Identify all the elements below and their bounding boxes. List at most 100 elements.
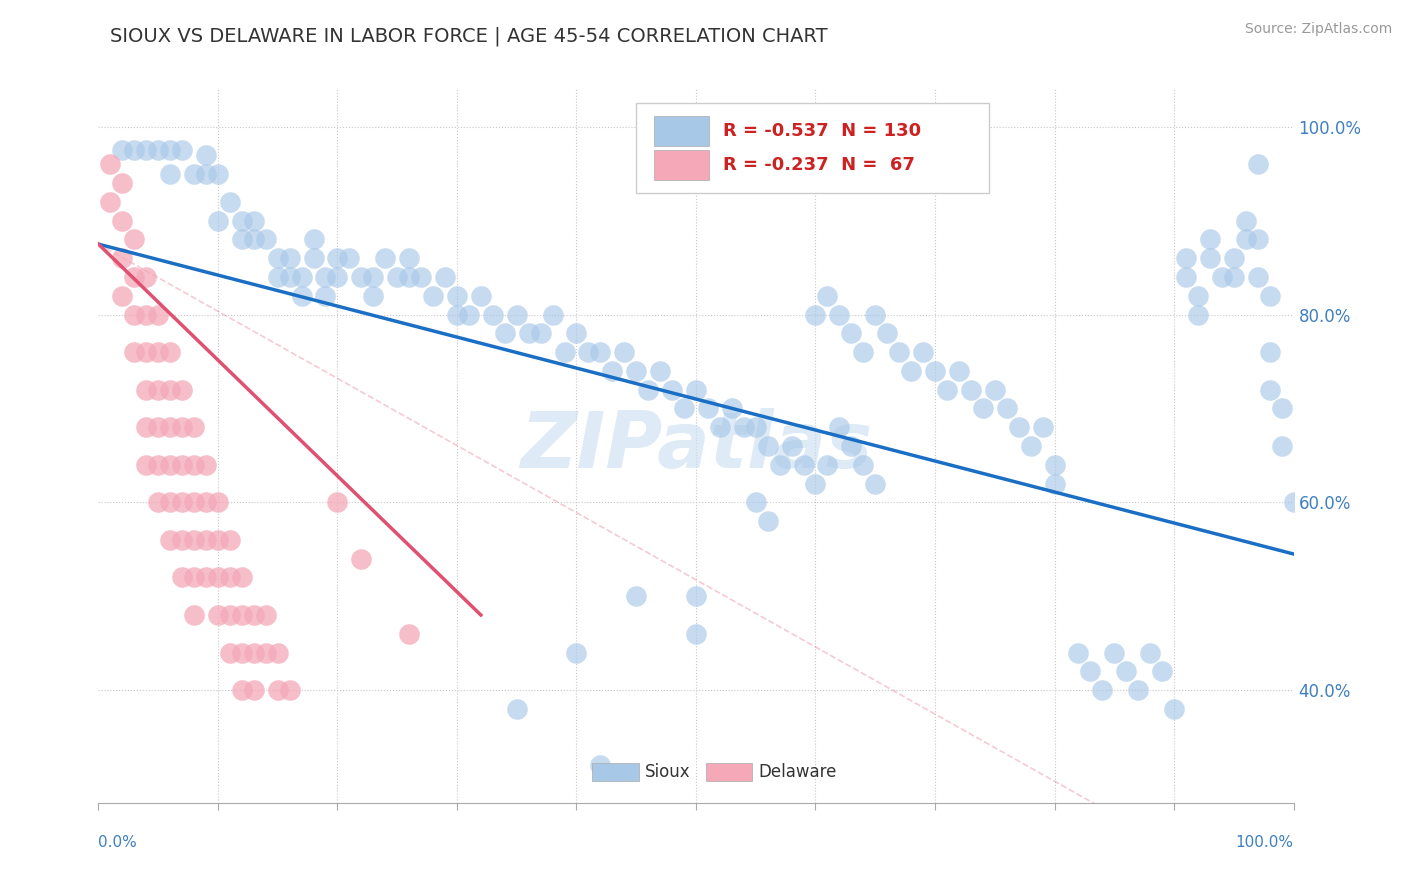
Point — [124, 345, 146, 359]
Point — [793, 458, 815, 472]
Point — [350, 551, 373, 566]
Point — [911, 345, 934, 359]
Point — [219, 646, 242, 660]
Point — [183, 458, 205, 472]
Point — [1258, 289, 1281, 303]
Point — [637, 383, 659, 397]
Point — [111, 143, 134, 157]
Point — [446, 308, 468, 322]
Point — [733, 420, 755, 434]
Point — [267, 251, 290, 265]
Point — [815, 289, 838, 303]
Point — [291, 289, 314, 303]
Point — [589, 345, 612, 359]
Point — [135, 308, 157, 322]
Point — [530, 326, 553, 341]
Point — [183, 533, 205, 547]
Point — [1128, 683, 1150, 698]
Text: Source: ZipAtlas.com: Source: ZipAtlas.com — [1244, 22, 1392, 37]
Point — [865, 476, 887, 491]
Point — [1067, 646, 1090, 660]
Point — [267, 683, 290, 698]
Point — [195, 533, 218, 547]
Point — [159, 167, 181, 181]
Point — [398, 251, 420, 265]
Point — [231, 570, 253, 584]
Point — [876, 326, 898, 341]
Point — [243, 232, 266, 246]
FancyBboxPatch shape — [592, 763, 638, 781]
Point — [135, 270, 157, 285]
Point — [302, 251, 325, 265]
Point — [243, 683, 266, 698]
Point — [972, 401, 994, 416]
Point — [172, 570, 194, 584]
Point — [326, 495, 349, 509]
Point — [506, 308, 529, 322]
Text: 100.0%: 100.0% — [1236, 835, 1294, 850]
FancyBboxPatch shape — [637, 103, 988, 193]
Point — [231, 232, 253, 246]
Point — [613, 345, 636, 359]
Point — [195, 167, 218, 181]
Point — [148, 143, 170, 157]
Point — [1043, 458, 1066, 472]
Point — [1104, 646, 1126, 660]
Point — [207, 607, 229, 622]
Point — [506, 702, 529, 716]
Point — [363, 289, 385, 303]
Point — [195, 148, 218, 162]
Point — [1187, 289, 1209, 303]
Point — [231, 213, 253, 227]
Point — [995, 401, 1018, 416]
Point — [111, 176, 134, 190]
Point — [1271, 439, 1294, 453]
Point — [458, 308, 481, 322]
Point — [219, 533, 242, 547]
Point — [98, 194, 122, 209]
Point — [984, 383, 1007, 397]
Point — [159, 458, 181, 472]
Point — [315, 289, 337, 303]
Point — [1234, 213, 1257, 227]
Point — [578, 345, 600, 359]
Point — [135, 420, 157, 434]
Point — [1175, 270, 1198, 285]
Point — [1199, 251, 1222, 265]
Text: Sioux: Sioux — [644, 764, 690, 781]
Point — [398, 627, 420, 641]
Point — [602, 364, 624, 378]
Point — [661, 383, 683, 397]
Point — [195, 458, 218, 472]
Point — [852, 345, 875, 359]
Point — [159, 495, 181, 509]
Point — [756, 439, 779, 453]
Point — [315, 270, 337, 285]
Point — [135, 458, 157, 472]
Point — [768, 458, 790, 472]
Point — [924, 364, 946, 378]
Point — [626, 589, 648, 603]
Point — [565, 326, 588, 341]
Point — [1175, 251, 1198, 265]
Point — [517, 326, 540, 341]
Point — [148, 495, 170, 509]
Point — [709, 420, 731, 434]
Point — [1247, 232, 1270, 246]
Point — [207, 213, 229, 227]
Point — [626, 364, 648, 378]
Point — [124, 143, 146, 157]
Point — [135, 383, 157, 397]
Point — [243, 646, 266, 660]
Point — [172, 383, 194, 397]
Point — [254, 646, 277, 660]
Point — [960, 383, 983, 397]
Point — [231, 607, 253, 622]
Point — [1019, 439, 1042, 453]
Point — [111, 289, 134, 303]
Text: R = -0.537  N = 130: R = -0.537 N = 130 — [724, 121, 921, 139]
Point — [195, 570, 218, 584]
Point — [565, 646, 588, 660]
Point — [1032, 420, 1054, 434]
Point — [326, 270, 349, 285]
